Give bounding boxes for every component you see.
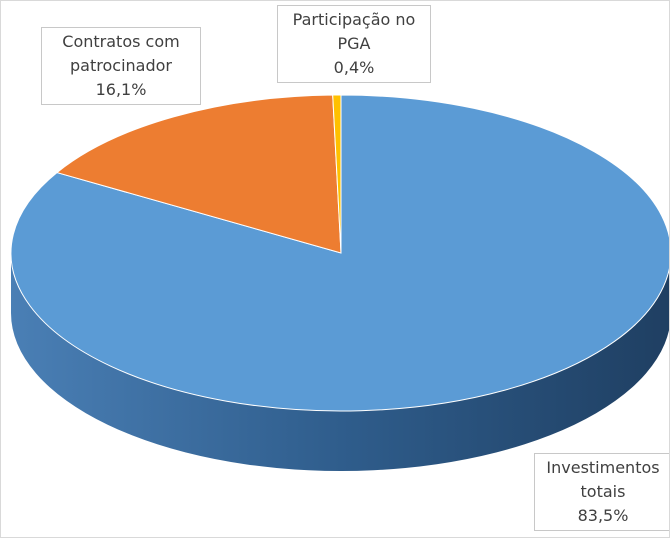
category-label: Contratos com patrocinador (62, 32, 180, 75)
value-label: 83,5% (577, 506, 629, 525)
label-box: Participação no PGA 0,4% (277, 5, 431, 83)
pie-side (11, 253, 669, 471)
pie-slice (332, 94, 342, 254)
label-box: Investimentos totais 83,5% (534, 453, 669, 531)
category-label: Participação no PGA (292, 10, 416, 53)
label-box: Contratos com patrocinador 16,1% (41, 27, 201, 105)
pie-slice (55, 94, 342, 254)
value-label: 0,4% (333, 58, 375, 77)
category-label: Investimentos totais (546, 458, 660, 501)
value-label: 16,1% (95, 80, 147, 99)
